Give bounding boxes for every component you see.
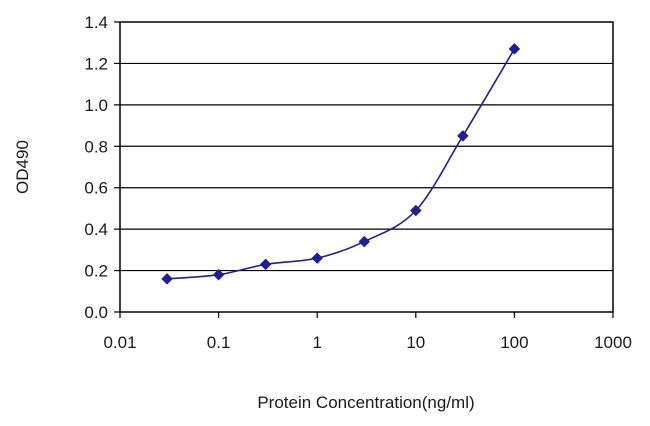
y-axis-title: OD490 bbox=[13, 140, 32, 194]
x-tick-label: 100 bbox=[500, 333, 528, 352]
y-tick-label: 0.2 bbox=[84, 262, 108, 281]
x-tick-label: 1 bbox=[312, 333, 321, 352]
data-point bbox=[311, 252, 324, 264]
grid-lines bbox=[120, 62, 613, 272]
y-axis-ticks: 0.0 0.2 0.4 0.6 0.8 1.0 1.2 1.4 bbox=[84, 13, 120, 322]
data-point bbox=[259, 258, 272, 271]
y-tick-label: 1.2 bbox=[84, 54, 108, 73]
x-tick-label: 10 bbox=[406, 333, 425, 352]
y-tick-label: 1.4 bbox=[84, 13, 108, 32]
plot-area bbox=[119, 21, 614, 313]
x-axis-title: Protein Concentration(ng/ml) bbox=[257, 393, 474, 412]
data-point bbox=[161, 273, 173, 285]
y-tick-label: 1.0 bbox=[84, 96, 108, 115]
x-tick-label: 0.1 bbox=[207, 333, 231, 352]
data-point bbox=[409, 204, 422, 217]
series-markers bbox=[161, 43, 521, 285]
y-tick-label: 0.8 bbox=[84, 137, 108, 156]
x-tick-label: 0.01 bbox=[103, 333, 136, 352]
x-tick-label: 1000 bbox=[594, 333, 632, 352]
data-point bbox=[456, 130, 469, 142]
y-tick-label: 0.6 bbox=[84, 179, 108, 198]
y-tick-label: 0.4 bbox=[84, 220, 108, 239]
data-point bbox=[212, 268, 225, 281]
y-tick-label: 0.0 bbox=[84, 303, 108, 322]
data-point bbox=[508, 43, 521, 55]
x-axis-ticks: 0.01 0.1 1 10 100 1000 bbox=[103, 312, 632, 352]
data-point bbox=[358, 235, 371, 248]
